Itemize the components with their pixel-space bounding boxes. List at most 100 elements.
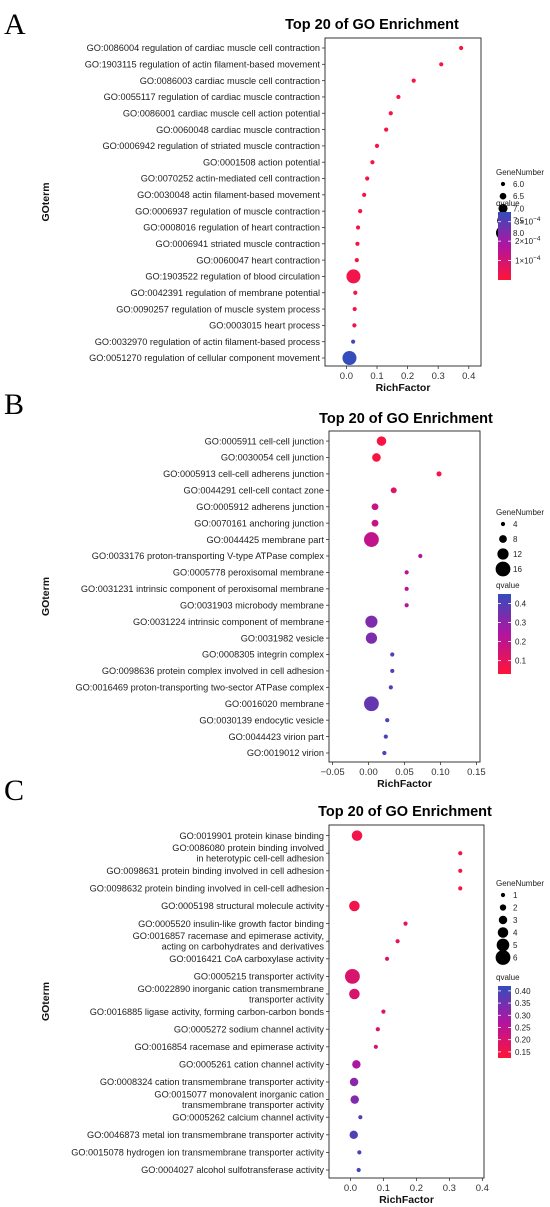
- y-tick-label: GO:0016421 CoA carboxylase activity: [169, 954, 324, 964]
- x-tick-label: 0.4: [462, 371, 475, 382]
- data-point: [404, 603, 409, 608]
- y-tick-label: GO:0086001 cardiac muscle cell action po…: [123, 108, 320, 118]
- y-tick-label: GO:0008305 integrin complex: [202, 650, 324, 660]
- size-legend-label: 16: [513, 565, 522, 574]
- y-axis-label: GOterm: [40, 982, 52, 1021]
- data-point: [374, 143, 380, 148]
- data-point: [352, 306, 357, 312]
- data-point: [381, 1009, 386, 1014]
- y-tick-label: GO:0060047 heart contraction: [196, 255, 320, 265]
- size-legend-title: GeneNumber: [496, 879, 544, 888]
- y-tick-label: GO:0090257 regulation of muscle system p…: [116, 304, 320, 314]
- x-tick-label: 0.1: [370, 371, 383, 382]
- y-tick-label: GO:0005911 cell-cell junction: [205, 436, 324, 446]
- y-tick-label: GO:0005520 insulin-like growth factor bi…: [138, 919, 324, 929]
- color-bar-label-exponent: −4: [533, 255, 541, 262]
- color-bar-label: 0.20: [515, 1036, 531, 1045]
- x-tick-label: 0.0: [340, 371, 353, 382]
- y-tick-label: GO:0015077 monovalent inorganic cation tr…: [154, 1090, 324, 1111]
- y-tick-label: GO:0033176 proton-transporting V-type AT…: [92, 551, 325, 561]
- panel-letter: B: [4, 388, 24, 421]
- y-tick-label: GO:0031982 vesicle: [241, 633, 324, 643]
- y-tick-label: GO:1903522 regulation of blood circulati…: [145, 272, 320, 282]
- color-bar: [498, 986, 511, 1058]
- data-point: [411, 78, 416, 83]
- y-tick-label: GO:0031224 intrinsic component of membra…: [133, 617, 324, 627]
- color-legend-title: qvalue: [496, 199, 520, 208]
- color-bar-label-mantissa: 3×10: [515, 218, 534, 227]
- y-tick-label: GO:0098631 protein binding involved in c…: [106, 866, 324, 876]
- size-legend-label: 7.5: [513, 217, 525, 226]
- size-legend-title: GeneNumber: [496, 508, 544, 517]
- size-legend-key: [495, 561, 511, 577]
- color-bar-label: 3×10−4: [515, 216, 541, 227]
- data-point: [358, 209, 363, 214]
- data-point: [390, 652, 395, 657]
- panel-b: B Top 20 of GO Enrichment GO:0005911 cell-…: [4, 388, 544, 790]
- data-point: [396, 94, 401, 100]
- data-point: [364, 696, 379, 712]
- y-tick-label-line: GO:0016857 racemase and epimerase activi…: [133, 931, 324, 941]
- color-bar-label-mantissa: 0.15: [515, 1048, 531, 1057]
- y-tick-label: GO:0016469 proton-transporting two-secto…: [75, 683, 324, 693]
- y-tick-label: GO:0019012 virion: [247, 748, 324, 758]
- y-axis-label: GOterm: [40, 577, 52, 616]
- y-tick-label: GO:0015078 hydrogen ion transmembrane tr…: [71, 1148, 324, 1158]
- y-tick-label-line: GO:0086080 protein binding involved: [172, 843, 324, 853]
- y-tick-label: GO:0016857 racemase and epimerase activi…: [133, 931, 325, 952]
- size-legend-label: 5: [513, 941, 518, 950]
- plot-frame: [328, 430, 481, 763]
- x-tick-label: 0.15: [467, 767, 486, 778]
- data-point: [354, 258, 359, 263]
- x-tick-label: 0.3: [443, 1183, 456, 1194]
- y-tick-label: GO:0044423 virion part: [228, 732, 324, 742]
- data-point: [365, 632, 378, 644]
- y-tick-label: GO:0005215 transporter activity: [194, 972, 325, 982]
- y-tick-label: GO:0070252 actin-mediated cell contracti…: [141, 174, 320, 184]
- y-tick-label: GO:0070161 anchoring junction: [194, 518, 324, 528]
- size-legend-title: GeneNumber: [496, 168, 544, 177]
- size-legend-key: [500, 181, 506, 187]
- data-point: [388, 685, 393, 690]
- y-tick-label: GO:0030048 actin filament-based movement: [137, 190, 320, 200]
- color-bar-label-mantissa: 0.20: [515, 1036, 531, 1045]
- y-tick-label: GO:0042391 regulation of membrane potent…: [131, 288, 321, 298]
- data-point: [353, 290, 358, 295]
- y-tick-label: GO:0019901 protein kinase binding: [179, 831, 324, 841]
- data-point: [345, 969, 360, 984]
- data-point: [390, 487, 397, 494]
- color-legend-title: qvalue: [496, 581, 520, 590]
- y-tick-label: GO:0006941 striated muscle contraction: [156, 239, 320, 249]
- data-point: [458, 868, 463, 873]
- x-tick-label: 0.00: [359, 767, 378, 778]
- y-tick-label: GO:0044425 membrane part: [207, 535, 325, 545]
- size-legend-label: 1: [513, 891, 518, 900]
- y-tick-label: GO:0098632 protein binding involved in c…: [90, 884, 324, 894]
- data-point: [362, 192, 367, 197]
- data-point: [458, 886, 463, 891]
- y-tick-label: GO:0005262 calcium channel activity: [172, 1112, 324, 1122]
- color-bar-label: 0.30: [515, 1011, 531, 1020]
- size-legend-label: 6.0: [513, 180, 525, 189]
- data-point: [350, 1095, 359, 1104]
- data-point: [351, 339, 356, 344]
- data-point: [357, 1150, 362, 1155]
- data-point: [385, 718, 390, 723]
- data-point: [349, 1077, 359, 1087]
- y-tick-label-line: transporter activity: [249, 995, 324, 1005]
- y-tick-label: GO:0006942 regulation of striated muscle…: [102, 141, 320, 151]
- y-tick-label: GO:0008016 regulation of heart contracti…: [143, 223, 320, 233]
- y-tick-label-line: in heterotypic cell-cell adhesion: [196, 854, 324, 864]
- panel-a: A Top 20 of GO Enrichment GO:0086004 regul…: [4, 8, 544, 394]
- color-bar-label-mantissa: 2×10: [515, 237, 534, 246]
- data-point: [383, 734, 388, 739]
- x-tick-label: 0.1: [377, 1183, 390, 1194]
- color-legend-title: qvalue: [496, 973, 520, 982]
- y-tick-label: GO:0001508 action potential: [203, 157, 320, 167]
- y-tick-label: GO:0005912 adherens junction: [196, 502, 324, 512]
- size-legend-key: [495, 950, 511, 965]
- color-bar-label: 0.4: [515, 600, 527, 609]
- size-legend-key: [498, 203, 508, 213]
- color-bar-label-mantissa: 0.2: [515, 638, 527, 647]
- y-tick-label: GO:0004027 alcohol sulfotransferase acti…: [141, 1165, 324, 1175]
